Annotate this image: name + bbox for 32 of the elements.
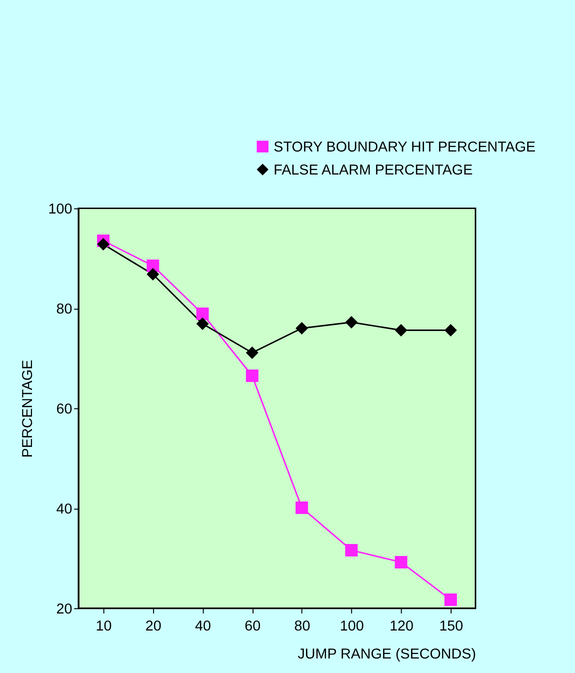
point xyxy=(146,260,160,272)
point xyxy=(444,593,457,606)
x-tick-label: 80 xyxy=(294,618,310,635)
x-tick-label: 20 xyxy=(145,618,162,635)
y-tick-label: 80 xyxy=(56,302,72,318)
point xyxy=(394,324,408,337)
point xyxy=(296,501,308,514)
legend-label: STORY BOUNDARY HIT PERCENTAGE xyxy=(274,139,536,156)
point xyxy=(97,238,110,251)
x-tick-label: 150 xyxy=(439,618,464,635)
point xyxy=(146,268,160,281)
x-tick-label: 60 xyxy=(244,618,261,635)
y-axis-title: PERCENTAGE xyxy=(20,360,36,458)
point xyxy=(196,308,209,320)
point xyxy=(394,556,408,568)
x-tick-label: 10 xyxy=(96,618,112,635)
x-axis-title: JUMP RANGE (SECONDS) xyxy=(298,646,476,662)
point xyxy=(196,318,209,330)
point xyxy=(296,322,308,335)
point xyxy=(345,316,358,329)
point xyxy=(345,544,358,556)
y-tick-label: 20 xyxy=(56,601,72,618)
point xyxy=(246,346,258,359)
x-tick-label: 100 xyxy=(340,618,364,635)
x-tick-label: 40 xyxy=(195,618,211,635)
y-tick-label: 40 xyxy=(56,501,72,518)
y-tick-label: 60 xyxy=(56,402,72,418)
point xyxy=(246,370,258,382)
legend-label: FALSE ALARM PERCENTAGE xyxy=(274,162,473,178)
y-tick-label: 100 xyxy=(48,202,72,218)
point xyxy=(444,324,457,337)
x-tick-label: 120 xyxy=(390,618,414,635)
